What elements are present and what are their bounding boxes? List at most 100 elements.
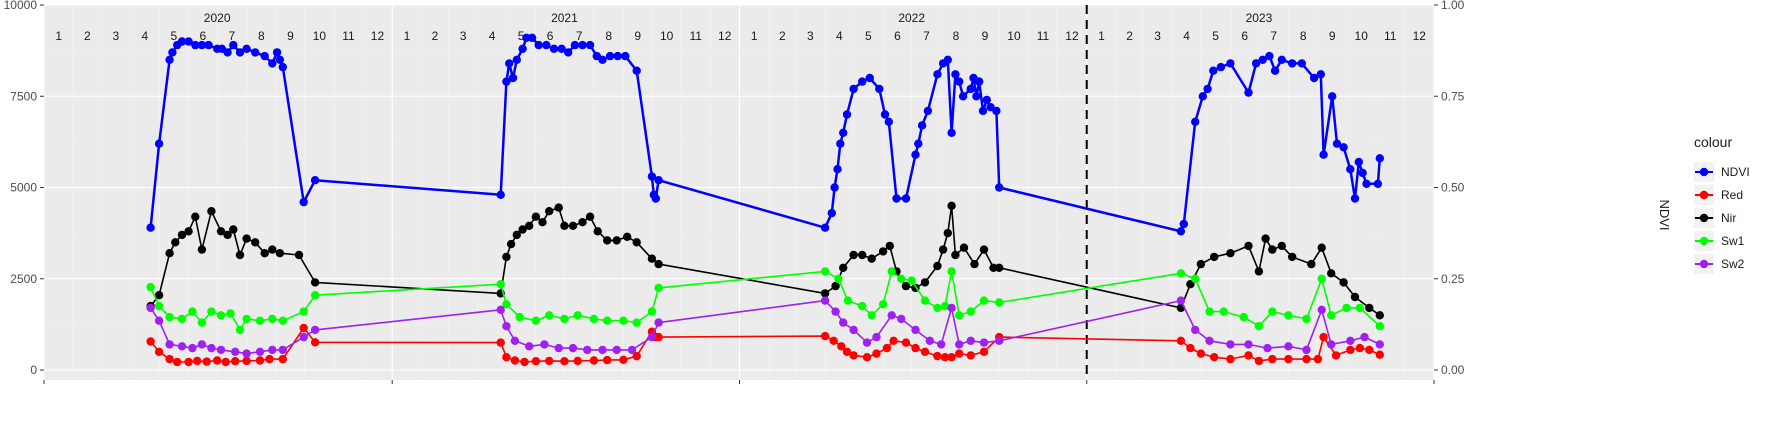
data-point-nir [1186,280,1195,289]
data-point-nir [878,247,888,256]
y-right-tick-label: 1.00 [1441,0,1465,12]
data-point-sw1 [995,298,1004,307]
month-label: 11 [689,29,702,43]
legend-key-point [1699,259,1709,269]
data-point-ndvi [1288,59,1297,68]
data-point-nir [1226,249,1235,258]
data-point-sw2 [540,340,549,349]
legend-key-point [1699,190,1709,200]
data-point-nir [1277,241,1287,251]
data-point-ndvi [901,194,911,203]
data-point-red [1313,354,1323,364]
month-label: 6 [200,29,207,43]
data-point-nir [938,245,948,254]
data-point-red [146,337,155,346]
data-point-nir [554,203,563,212]
data-point-red [842,347,852,356]
data-point-ndvi [605,51,615,61]
data-point-red [531,357,541,366]
month-label: 7 [229,29,236,43]
data-point-nir [820,289,830,298]
data-point-nir [933,261,942,271]
data-point-sw1 [1219,307,1228,316]
data-point-ndvi [875,84,884,94]
month-label: 10 [1355,29,1369,43]
data-point-nir [1350,292,1360,302]
legend-label-red: Red [1721,188,1743,202]
month-label: 6 [894,29,901,43]
data-point-ndvi [1226,59,1235,68]
data-point-ndvi [1277,55,1287,64]
data-point-nir [959,243,969,252]
y-right-tick-label: 0.25 [1441,272,1465,286]
data-point-sw1 [1342,303,1351,313]
data-point-red [221,357,230,367]
month-label: 12 [1413,29,1427,43]
data-point-ndvi [564,48,573,57]
data-point-sw1 [933,303,942,313]
data-point-sw1 [299,307,308,316]
data-point-ndvi [508,73,518,83]
data-point-nir [1261,234,1270,243]
data-point-red [1210,353,1219,362]
data-point-red [619,355,628,364]
data-point-ndvi [242,44,251,53]
legend-key-point [1699,236,1709,246]
data-point-red [184,357,193,367]
data-point-sw2 [647,332,657,342]
month-label: 6 [547,29,554,43]
data-point-sw1 [235,325,245,335]
data-point-ndvi [865,73,874,83]
data-point-ndvi [884,117,893,127]
series-sw1 [146,267,1385,335]
data-point-red [901,338,911,347]
data-point-nir [1375,311,1385,320]
data-point-nir [603,236,612,245]
data-point-ndvi [647,172,657,181]
month-label: 8 [1300,29,1307,43]
data-point-ndvi [496,190,505,199]
data-point-sw1 [907,276,916,285]
data-point-sw2 [154,316,164,325]
data-point-ndvi [204,40,213,50]
data-point-sw2 [887,311,896,320]
data-point-ndvi [911,150,920,159]
data-point-sw1 [545,311,554,320]
data-point-red [1365,345,1374,355]
data-point-nir [268,245,277,254]
data-point-ndvi [1251,59,1261,68]
data-point-nir [839,263,848,272]
data-point-sw2 [1205,336,1214,345]
data-point-red [1176,336,1186,345]
data-point-sw2 [1302,345,1311,355]
data-point-ndvi [827,208,836,218]
data-point-red [573,356,582,366]
month-label: 3 [460,29,467,43]
data-point-ndvi [278,62,287,72]
data-point-nir [251,238,260,247]
data-point-ndvi [1270,66,1280,75]
data-point-sw1 [834,274,843,283]
data-point-sw2 [554,343,563,353]
year-labels: 2020 2021 2022 2023 [204,11,1273,25]
data-point-ndvi [1319,150,1328,159]
data-point-ndvi [1297,59,1307,68]
data-point-nir [947,201,956,210]
data-point-ndvi [268,59,277,68]
month-label: 9 [982,29,989,43]
data-point-sw1 [878,300,888,309]
data-point-red [632,351,641,361]
month-label: 9 [634,29,641,43]
data-point-ndvi [229,40,238,50]
month-label: 1 [751,29,758,43]
data-point-nir [545,207,554,216]
data-point-sw1 [165,312,174,322]
data-point-ndvi [1375,154,1385,163]
data-point-red [202,357,211,366]
data-point-ndvi [223,48,232,57]
data-point-ndvi [542,40,551,50]
data-point-ndvi [982,95,991,105]
year-label: 2020 [204,11,231,25]
data-point-ndvi [1373,179,1383,188]
data-point-red [837,342,846,351]
